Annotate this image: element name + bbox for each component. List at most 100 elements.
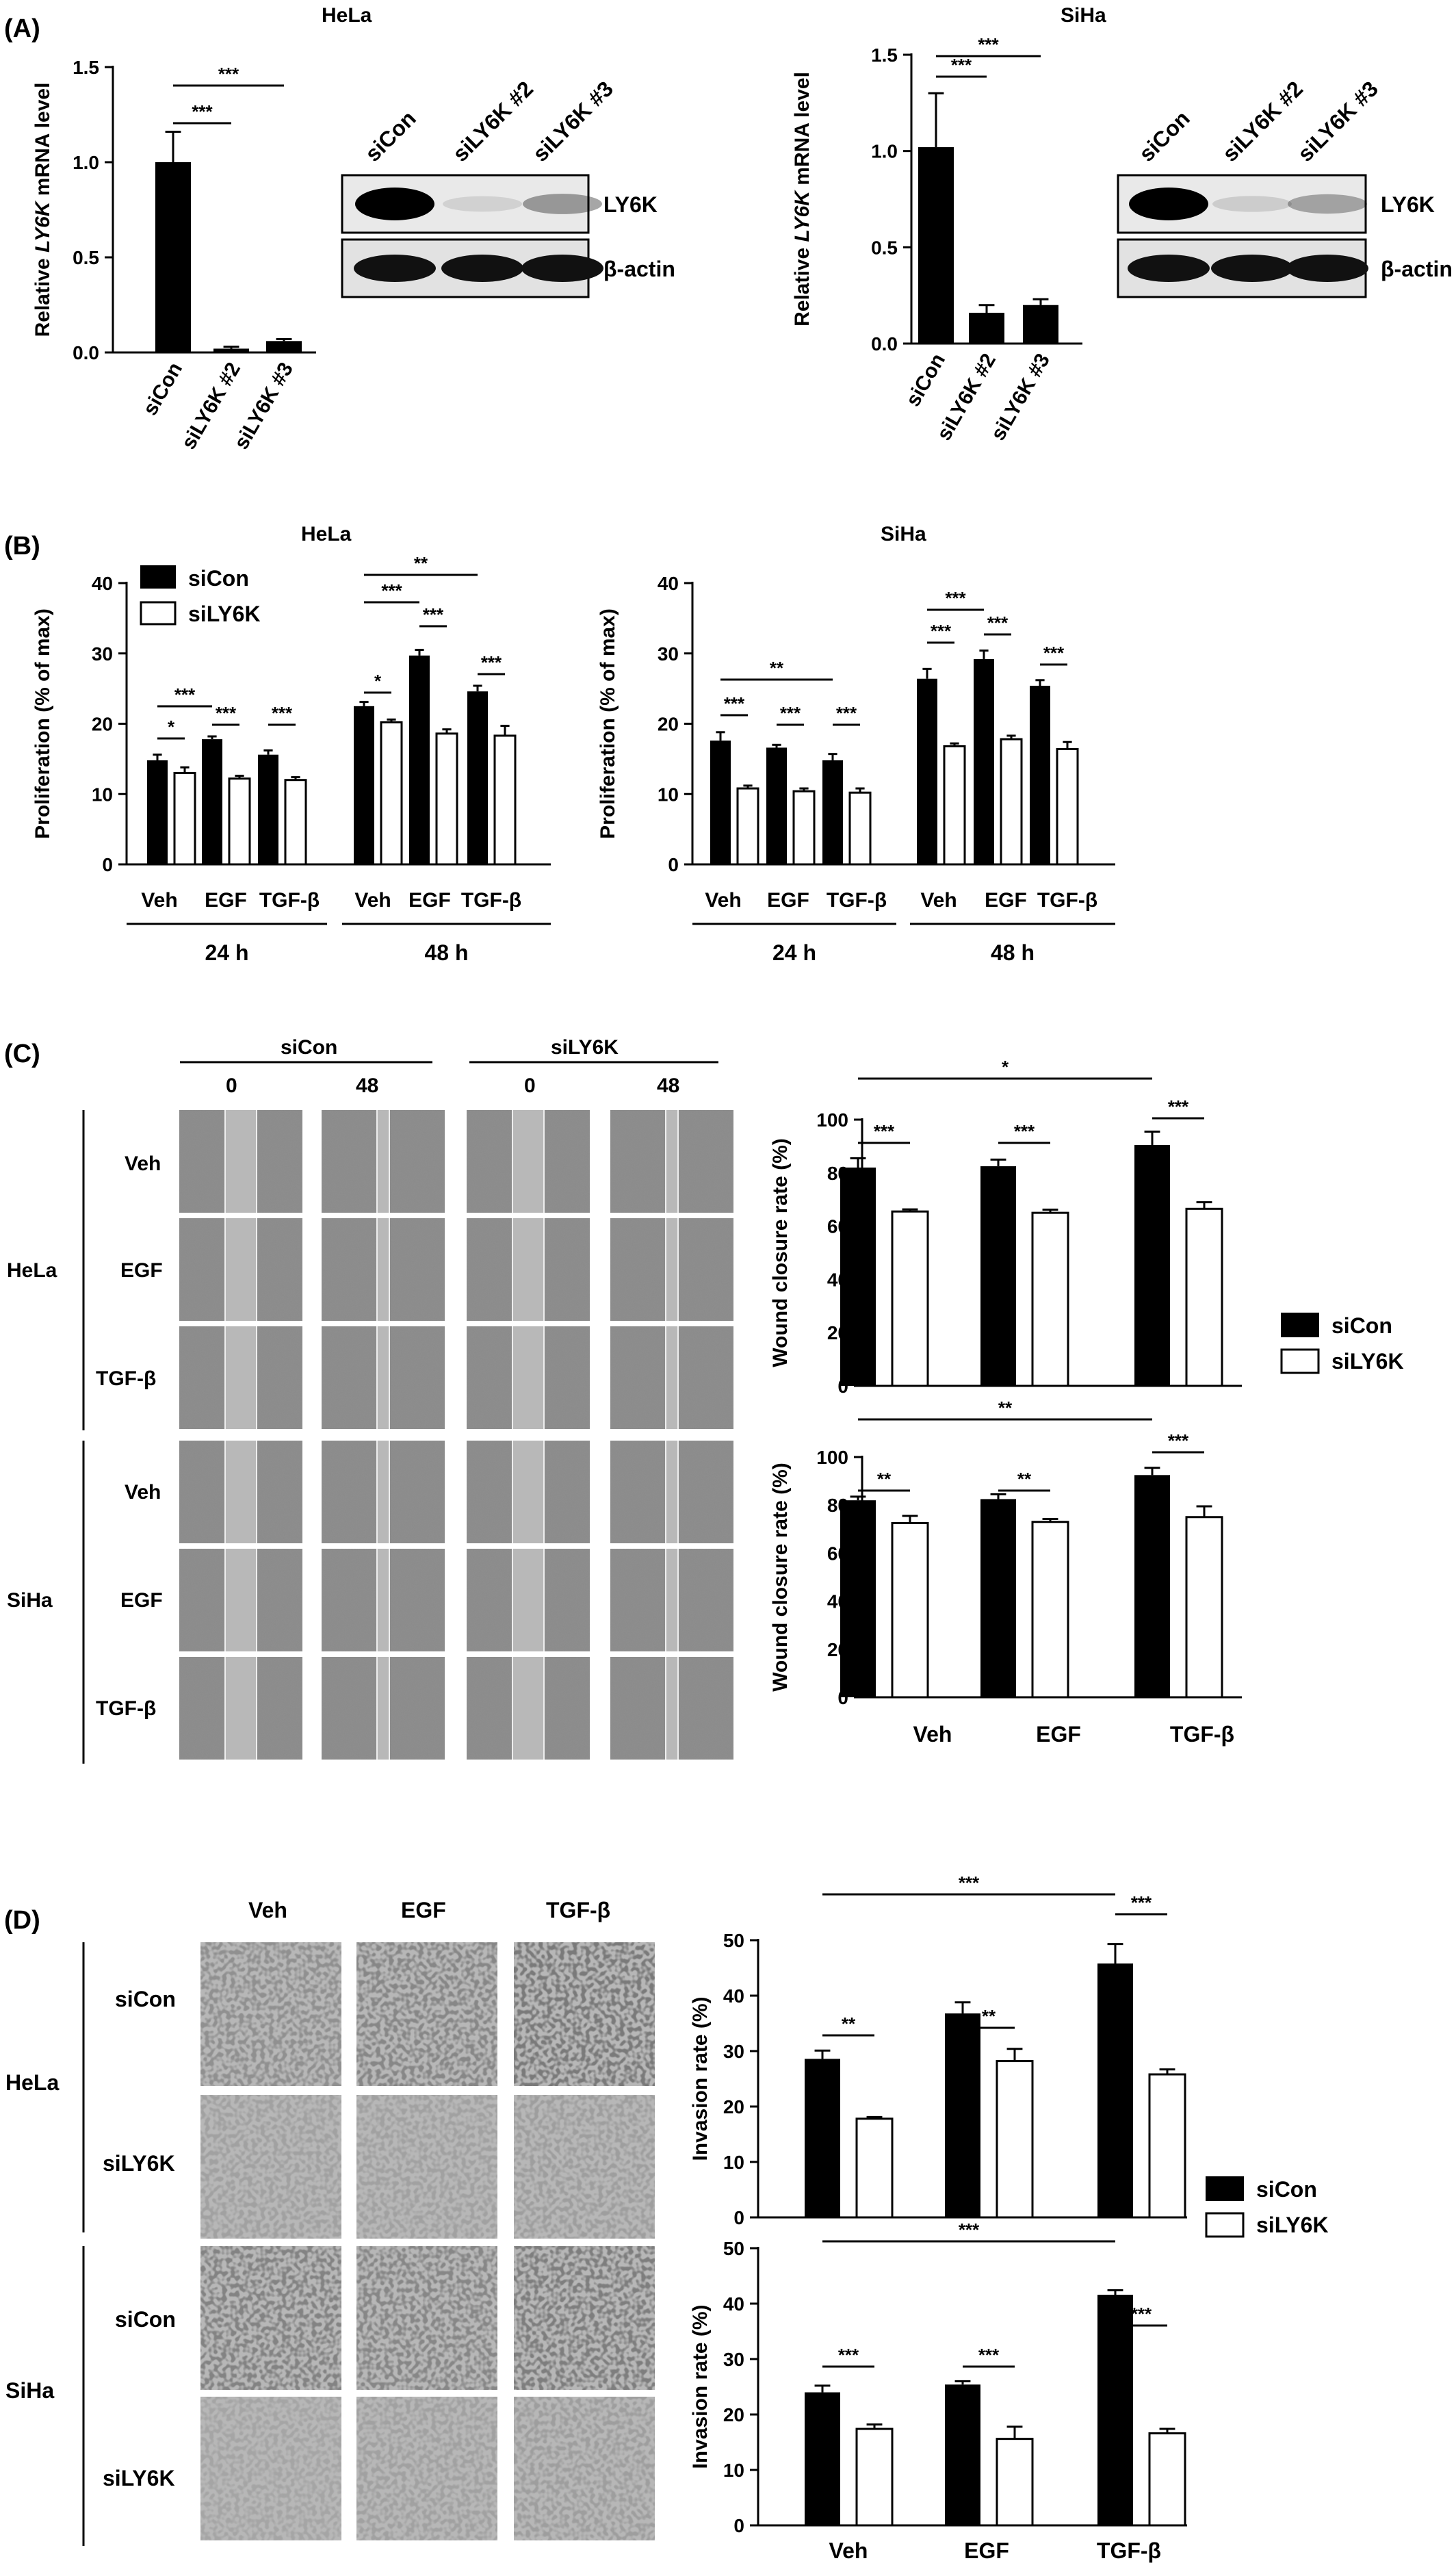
chart-a-hela-bar	[266, 341, 302, 352]
chart-d-siha-sig-label: ***	[838, 2345, 859, 2365]
blot-hela-lane-label: siLY6K #2	[447, 76, 538, 166]
legend-c-sily6k-label: siLY6K	[1331, 1349, 1404, 1374]
chart-a-hela-tick-label: 0.5	[73, 247, 99, 268]
invasion-micrograph-cells	[200, 1942, 341, 2086]
chart-c-siha-category-label: TGF-β	[1170, 1722, 1234, 1747]
scratch-micrograph	[179, 1549, 302, 1651]
chart-b-hela-y-label: Proliferation (% of max)	[31, 608, 54, 839]
chart-a-siha-tick-label: 1.5	[871, 44, 898, 66]
blot-hela-ly6k-band	[355, 188, 434, 220]
chart-c-hela-bar	[891, 1210, 929, 1387]
scratch-wound-gap	[512, 1326, 544, 1429]
panel-b-hela-title: HeLa	[301, 523, 352, 545]
panel-c-header-sicon: siCon	[281, 1036, 337, 1059]
scratch-wound-gap	[377, 1441, 389, 1543]
chart-b-hela-sig-label: ***	[174, 684, 196, 705]
invasion-micrograph	[514, 2246, 655, 2390]
scratch-wound-gap	[512, 1549, 544, 1651]
scratch-wound-gap	[666, 1549, 678, 1651]
chart-d-hela-bar	[1097, 1963, 1133, 2217]
panel-a-hela-title: HeLa	[322, 4, 372, 27]
invasion-micrograph	[356, 2095, 497, 2239]
chart-b-siha-category-label: Veh	[705, 889, 741, 912]
blot-siha-row-label-ly6k: LY6K	[1381, 192, 1435, 217]
panel-d-cell-siha: SiHa	[5, 2378, 54, 2403]
chart-d-siha-tick-label: 50	[723, 2238, 744, 2259]
chart-b-hela-sig-label: ***	[481, 652, 502, 673]
scratch-wound-gap	[225, 1110, 257, 1213]
scratch-micrograph	[179, 1326, 302, 1429]
chart-c-siha-sig-label: **	[998, 1398, 1013, 1418]
scratch-micrograph	[322, 1218, 445, 1321]
chart-b-hela-bar	[147, 760, 168, 864]
chart-a-siha-tick-label: 0.5	[871, 237, 898, 258]
blot-hela-ly6k-band	[523, 194, 602, 214]
chart-c-siha-bar	[1185, 1516, 1223, 1699]
chart-b-siha-sig-label: **	[770, 658, 784, 678]
chart-c-siha-bar	[891, 1522, 929, 1699]
chart-b-siha-bar	[822, 760, 843, 864]
chart-d-hela-bar	[996, 2060, 1034, 2219]
panel-c-row-tgf-siha: TGF-β	[96, 1697, 156, 1720]
panel-a-label: (A)	[4, 14, 40, 43]
chart-a-hela-tick-label: 1.5	[73, 57, 99, 78]
invasion-micrograph	[200, 1942, 341, 2086]
scratch-micrograph	[179, 1218, 302, 1321]
chart-a-hela-bar	[213, 348, 249, 352]
panel-d-cell-hela: HeLa	[5, 2070, 59, 2095]
chart-d-hela-tick-label: 50	[723, 1930, 744, 1951]
panel-d-col-tgf: TGF-β	[546, 1898, 610, 1922]
blot-hela-row-label-ly6k: LY6K	[603, 192, 658, 217]
chart-d-hela-bar	[805, 2059, 840, 2217]
invasion-micrograph-cells	[514, 1942, 655, 2086]
blot-siha-ly6k-band	[1129, 188, 1208, 220]
invasion-micrograph-cells	[200, 2246, 341, 2390]
chart-a-siha-y-label: Relative LY6K mRNA level	[791, 72, 814, 326]
chart-d-hela-sig-label: ***	[959, 1872, 980, 1893]
scratch-micrograph	[610, 1441, 733, 1543]
chart-b-hela-time-label: 48 h	[424, 940, 468, 965]
scratch-wound-gap	[512, 1657, 544, 1760]
chart-b-hela-bar	[493, 734, 517, 866]
chart-b-hela-sig-label: ***	[216, 703, 237, 723]
chart-b-hela-tick-label: 40	[92, 573, 113, 594]
chart-b-hela-bar	[173, 771, 196, 866]
chart-b-hela-sig-label: **	[414, 553, 428, 574]
panel-d-row-sily6k-hela: siLY6K	[103, 2151, 175, 2176]
chart-b-siha-tick-label: 30	[658, 643, 679, 665]
chart-b-hela-tick-label: 30	[92, 643, 113, 665]
invasion-micrograph-cells	[514, 2246, 655, 2390]
invasion-micrograph	[200, 2246, 341, 2390]
chart-b-hela-bar	[380, 721, 403, 866]
legend-b-sily6k-swatch	[140, 601, 177, 626]
chart-b-hela-bar	[284, 779, 307, 866]
invasion-micrograph	[200, 2095, 341, 2239]
blot-siha-row-label-actin: β-actin	[1381, 257, 1453, 281]
chart-b-hela-sig-label: *	[374, 671, 382, 691]
invasion-micrograph-cells	[514, 2095, 655, 2239]
invasion-micrograph	[356, 2397, 497, 2540]
invasion-micrograph	[514, 2397, 655, 2540]
chart-a-hela-sig-label: ***	[218, 64, 239, 84]
chart-a-hela-bar	[155, 162, 191, 352]
chart-b-siha-bar	[848, 791, 872, 866]
chart-b-hela-sig-label: ***	[272, 703, 293, 723]
chart-b-siha-bar	[917, 678, 937, 864]
chart-b-hela-category-label: TGF-β	[461, 889, 521, 912]
chart-b-siha-sig-label: ***	[931, 621, 952, 641]
chart-c-siha-category-label: Veh	[913, 1722, 952, 1747]
panel-d-row-sicon-hela: siCon	[115, 1987, 176, 2011]
chart-b-siha-time-label: 48 h	[991, 940, 1035, 965]
blot-siha-lane-label: siCon	[1134, 106, 1194, 166]
scratch-micrograph	[467, 1110, 590, 1213]
scratch-micrograph	[322, 1441, 445, 1543]
chart-c-hela-sig-label: ***	[874, 1121, 895, 1142]
blot-siha-ly6k-band	[1288, 194, 1367, 214]
scratch-wound-gap	[377, 1326, 389, 1429]
chart-d-siha-sig-label: ***	[978, 2345, 1000, 2365]
chart-c-siha-y-label: Wound closure rate (%)	[769, 1463, 792, 1691]
chart-a-siha-sig-label: ***	[951, 55, 972, 75]
panel-c-row-egf-siha: EGF	[120, 1589, 163, 1612]
